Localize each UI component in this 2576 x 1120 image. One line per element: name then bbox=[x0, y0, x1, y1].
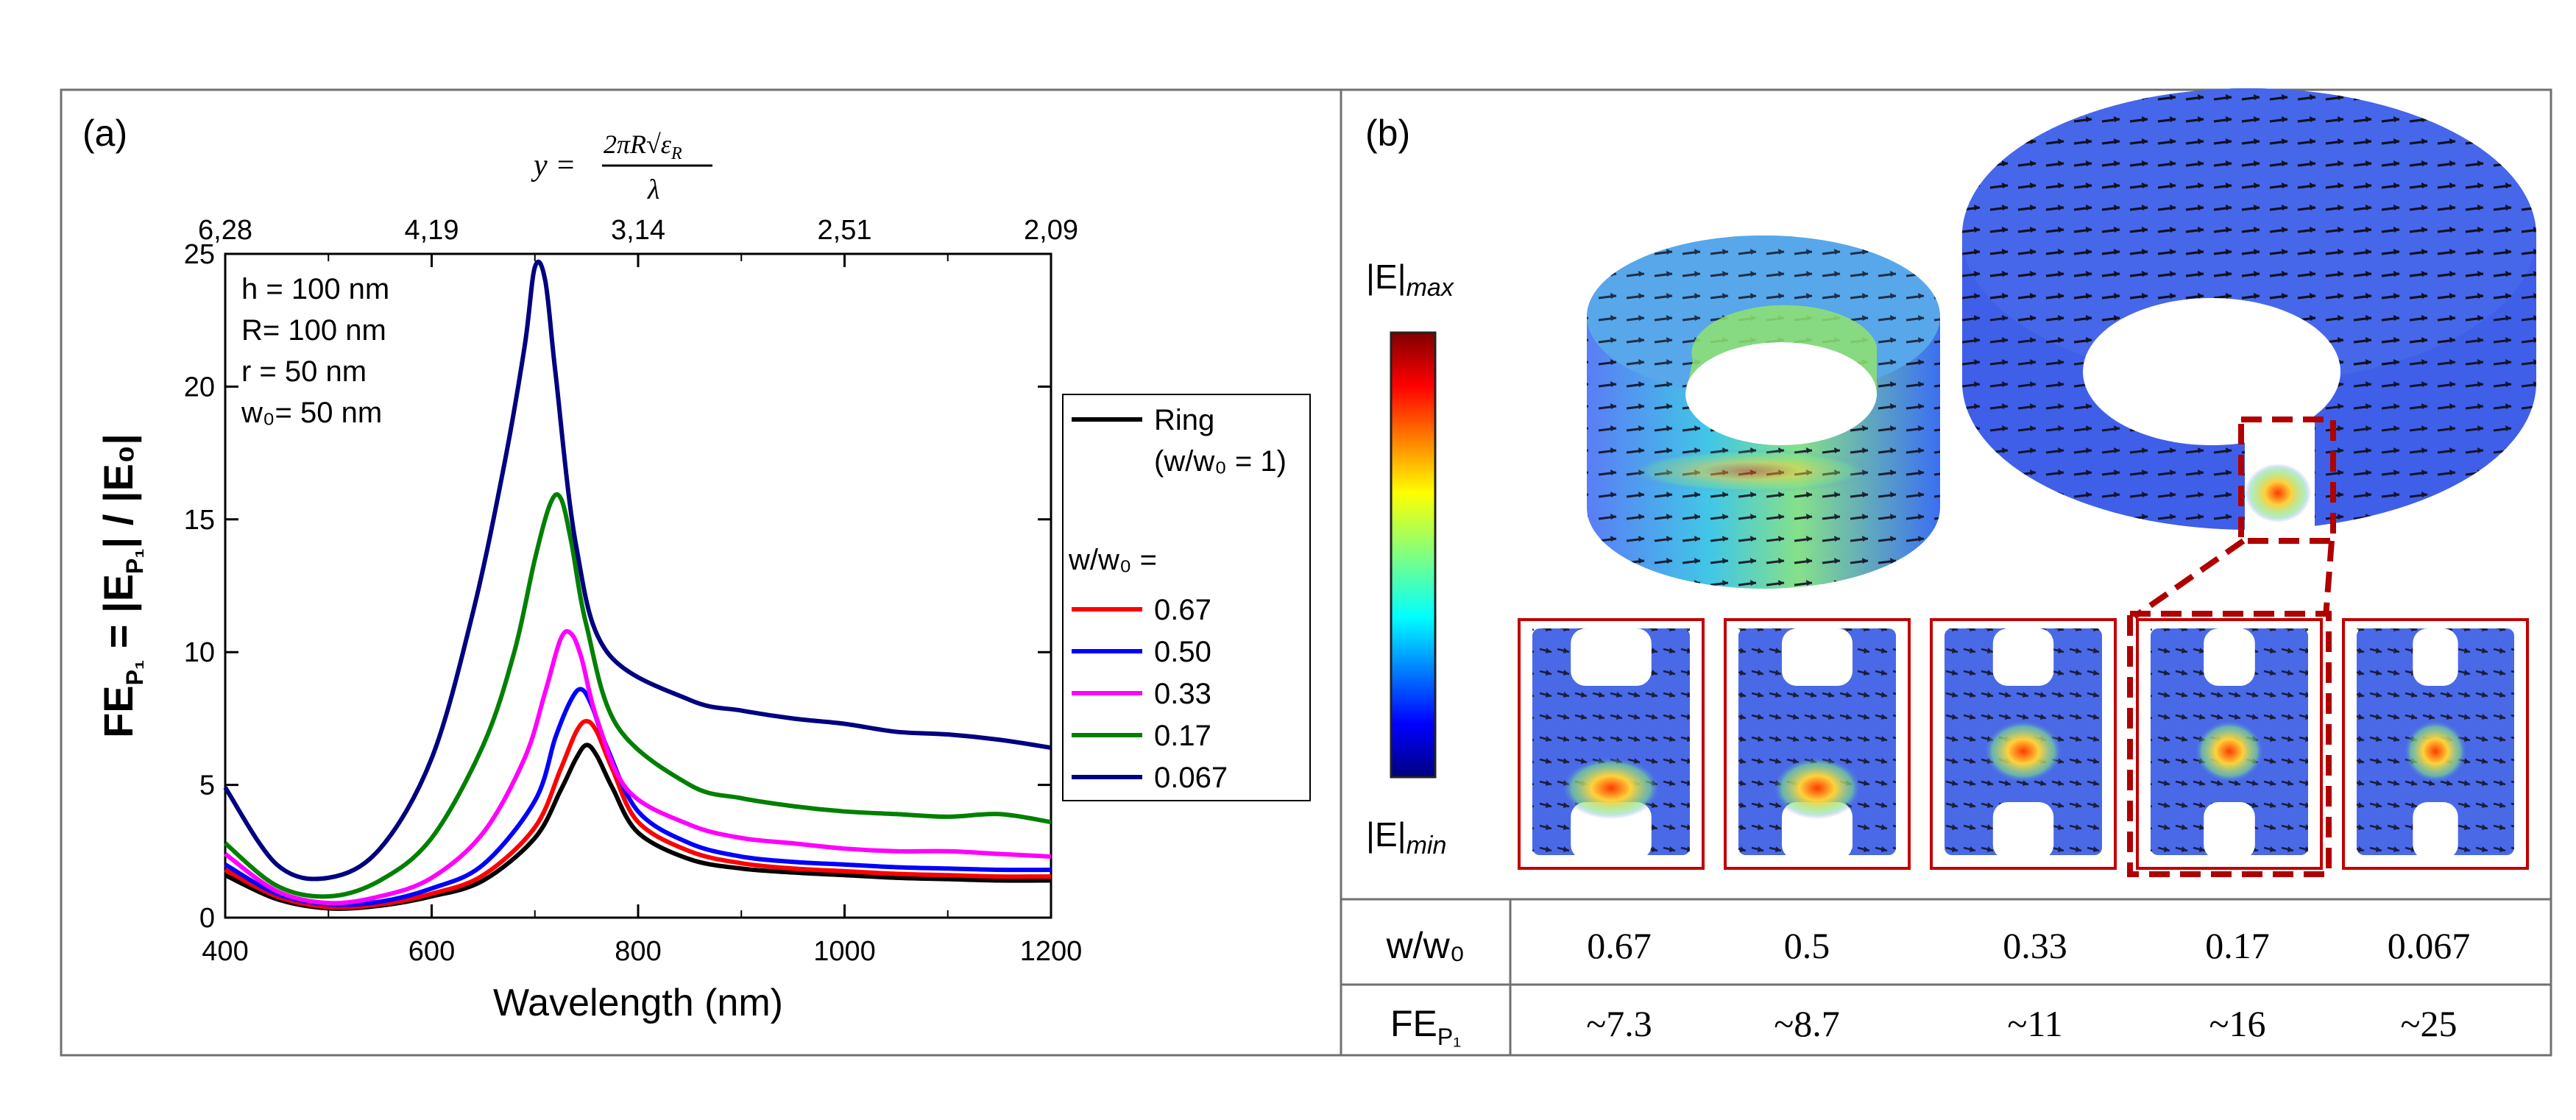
x-axis-ticks: 400 600 800 1000 1200 bbox=[202, 904, 1082, 967]
y-tick-label: 10 bbox=[184, 637, 215, 668]
closeup-notch-top bbox=[2413, 628, 2458, 686]
top-tick-label: 6,28 bbox=[198, 215, 252, 246]
colorbar-gradient bbox=[1390, 331, 1437, 779]
closeup-notch-top bbox=[1992, 628, 2054, 686]
y-axis-title-text: FEP₁ = |EP₁| / |E₀| bbox=[95, 433, 148, 738]
series-line-0-33 bbox=[224, 628, 1052, 906]
legend-ring-sublabel: (w/w₀ = 1) bbox=[1154, 445, 1287, 478]
closeup-notch-bottom bbox=[1782, 802, 1853, 860]
highlight-frame bbox=[2127, 611, 2332, 877]
formula-denominator: λ bbox=[647, 174, 659, 205]
table-enhancement-cell: ~25 bbox=[2400, 1003, 2457, 1044]
table-ratio-cell: 0.17 bbox=[2205, 925, 2270, 966]
colorbar: |E|max |E|min bbox=[1366, 258, 1454, 860]
legend-label: 0.33 bbox=[1154, 678, 1211, 710]
gap-closeup-panel bbox=[1930, 618, 2117, 870]
gap-ring-render bbox=[1962, 88, 2536, 620]
gap-closeup-panel bbox=[2342, 618, 2529, 870]
legend: Ring (w/w₀ = 1) w/w₀ = 0.670.500.330.170… bbox=[1062, 394, 1311, 801]
y-tick-label: 25 bbox=[184, 239, 215, 270]
series-line-0-67 bbox=[224, 719, 1052, 910]
colorbar-min-label: |E|min bbox=[1366, 815, 1446, 860]
param-gap-width: w₀= 50 nm bbox=[241, 397, 382, 429]
formula-numerator: 2πR√εR bbox=[604, 130, 682, 163]
top-axis-formula: y = 2πR√εR λ bbox=[531, 130, 712, 205]
legend-label: 0.17 bbox=[1154, 720, 1211, 752]
colorbar-max-label: |E|max bbox=[1366, 258, 1454, 302]
top-tick-label: 3,14 bbox=[611, 215, 665, 246]
table-enhancement-cell: ~16 bbox=[2209, 1003, 2265, 1044]
legend-label: 0.50 bbox=[1154, 636, 1211, 668]
figure-frame bbox=[60, 88, 2552, 1057]
table-ratio-cell: 0.67 bbox=[1587, 925, 1652, 966]
panel-a-label: (a) bbox=[82, 113, 127, 154]
series-line-ring bbox=[224, 742, 1052, 911]
plot-area: 6,28 4,19 3,14 2,51 2,09 400 600 800 1000 1200 0… bbox=[184, 215, 1083, 967]
gap-closeup-panel bbox=[1518, 618, 1705, 870]
top-tick-label: 2,09 bbox=[1024, 215, 1078, 246]
y-axis-ticks: 0 5 10 15 20 25 bbox=[184, 239, 1051, 934]
table-ratio-cell: 0.5 bbox=[1784, 925, 1830, 966]
panel-b-label: (b) bbox=[1365, 113, 1410, 154]
legend-ring-label: Ring bbox=[1154, 404, 1214, 436]
y-tick-label: 20 bbox=[184, 372, 215, 403]
closeup-notch-bottom bbox=[1992, 802, 2054, 860]
closeup-notch-bottom bbox=[2413, 802, 2458, 860]
series-line-0-17 bbox=[224, 492, 1052, 899]
closeup-hotspot bbox=[1984, 720, 2063, 782]
series-line-0-067 bbox=[223, 259, 1052, 882]
closeup-notch-bottom bbox=[1571, 802, 1652, 860]
zoom-connector-left bbox=[2132, 538, 2246, 620]
table-enhancement-cell: ~11 bbox=[2007, 1003, 2062, 1044]
y-axis-title: FEP₁ = |EP₁| / |E₀| bbox=[95, 433, 148, 738]
closeup-hotspot bbox=[2404, 720, 2467, 782]
legend-label: 0.67 bbox=[1154, 594, 1211, 626]
gap-zoom-box bbox=[2238, 417, 2336, 544]
table-ratio-cell: 0.33 bbox=[2003, 925, 2067, 966]
x-axis-title: Wavelength (nm) bbox=[493, 982, 783, 1024]
x-tick-label: 1000 bbox=[813, 936, 876, 967]
full-ring-render bbox=[1587, 235, 1940, 589]
table-row2-header: FEP₁ bbox=[1390, 1003, 1461, 1050]
param-outer-radius: R= 100 nm bbox=[241, 314, 386, 347]
top-tick-label: 2,51 bbox=[818, 215, 872, 246]
closeup-notch-top bbox=[1571, 628, 1652, 686]
closeup-notch-top bbox=[2204, 628, 2255, 686]
gap-closeup-panel bbox=[1724, 618, 1911, 870]
legend-label: 0.067 bbox=[1154, 762, 1228, 794]
top-axis-ticks: 6,28 4,19 3,14 2,51 2,09 bbox=[198, 215, 1078, 267]
x-tick-label: 1200 bbox=[1020, 936, 1083, 967]
table-ratio-cell: 0.067 bbox=[2388, 925, 2471, 966]
legend-items: 0.67 0.50 0.33 0.17 0.067 bbox=[1072, 594, 1228, 794]
parameter-box: h = 100 nm R= 100 nm r = 50 nm w₀= 50 nm bbox=[241, 273, 389, 429]
closeup-hotspot bbox=[1773, 757, 1861, 819]
closeup-hotspot bbox=[2195, 720, 2264, 782]
y-tick-label: 15 bbox=[184, 505, 215, 536]
table-enhancement-cell: ~8.7 bbox=[1774, 1003, 1840, 1044]
top-tick-label: 4,19 bbox=[405, 215, 459, 246]
closeup-notch-top bbox=[1782, 628, 1853, 686]
table-enhancement-cell: ~7.3 bbox=[1586, 1003, 1652, 1044]
x-tick-label: 400 bbox=[202, 936, 248, 967]
closeup-hotspot bbox=[1562, 757, 1660, 819]
table-row-enhancement: ~7.3 ~8.7 ~11 ~16 ~25 bbox=[1586, 1003, 2457, 1044]
zoom-connector-right bbox=[2323, 540, 2335, 617]
closeup-notch-bottom bbox=[2204, 802, 2255, 860]
results-table: w/w₀ FEP₁ 0.67 0.5 0.33 0.17 0.067 ~7.3 ~8.7 ~… bbox=[1341, 898, 2551, 1055]
table-row-ratio: 0.67 0.5 0.33 0.17 0.067 bbox=[1587, 925, 2470, 966]
table-row1-header: w/w₀ bbox=[1386, 925, 1465, 966]
gap-closeups bbox=[1518, 611, 2529, 877]
x-tick-label: 800 bbox=[615, 936, 661, 967]
y-tick-label: 5 bbox=[199, 770, 215, 801]
legend-group-title: w/w₀ = bbox=[1068, 544, 1157, 576]
x-tick-label: 600 bbox=[408, 936, 455, 967]
param-inner-radius: r = 50 nm bbox=[241, 355, 367, 388]
formula-lhs: y = bbox=[531, 149, 576, 182]
series-group bbox=[223, 259, 1052, 911]
gap-closeup-panel bbox=[2136, 618, 2323, 870]
param-height: h = 100 nm bbox=[241, 273, 389, 305]
y-tick-label: 0 bbox=[199, 903, 215, 934]
